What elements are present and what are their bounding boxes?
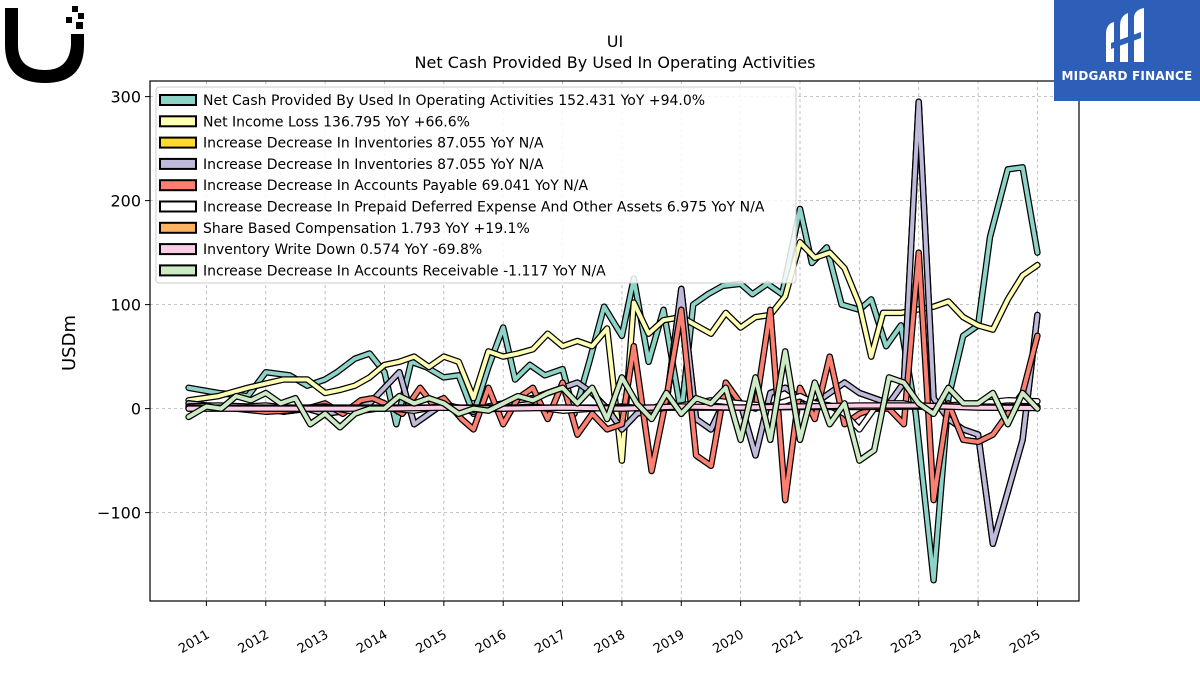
x-tick-label: 2023 [889, 627, 925, 657]
x-tick-label: 2025 [1007, 627, 1043, 657]
x-tick-label: 2020 [710, 627, 746, 657]
plot-frame [149, 80, 1080, 602]
series-line-8 [186, 349, 1040, 463]
legend-swatch-6 [159, 221, 197, 234]
legend-label-6: Share Based Compensation 1.793 YoY +19.1… [203, 221, 530, 237]
partner-name: MIDGARD FINANCE [1061, 69, 1193, 83]
legend-label-3: Increase Decrease In Inventories 87.055 … [203, 157, 544, 173]
legend-swatch-1 [159, 115, 197, 128]
legend-label-4: Increase Decrease In Accounts Payable 69… [203, 178, 588, 194]
legend-swatch-7 [159, 243, 197, 256]
x-tick-label: 2013 [295, 627, 331, 657]
y-axis-label: USDm [59, 315, 80, 371]
y-tick-label: 200 [110, 192, 141, 211]
x-tick-label: 2014 [354, 627, 390, 657]
x-tick-label: 2016 [473, 627, 509, 657]
legend-label-5: Increase Decrease In Prepaid Deferred Ex… [203, 200, 765, 216]
legend-swatch-0 [159, 94, 197, 106]
legend-items: Net Cash Provided By Used In Operating A… [159, 93, 765, 279]
legend-label-8: Increase Decrease In Accounts Receivable… [203, 263, 606, 279]
legend-swatch-5 [159, 200, 197, 213]
series-line-7 [186, 403, 1040, 411]
y-tick-label: 300 [110, 88, 141, 107]
y-tick-label: −100 [97, 504, 141, 523]
legend-swatch-3 [159, 157, 197, 170]
legend-swatch-4 [159, 179, 197, 192]
x-tick-label: 2011 [176, 627, 212, 657]
x-tick-label: 2024 [948, 627, 984, 657]
legend: Net Cash Provided By Used In Operating A… [155, 86, 797, 284]
y-tick-label: 100 [110, 296, 141, 315]
legend-swatch-8 [159, 264, 197, 277]
x-tick-label: 2022 [829, 627, 865, 657]
ubiquiti-u-logo-icon [5, 6, 84, 83]
series-line-1 [186, 240, 1040, 463]
x-tick-label: 2019 [651, 627, 687, 657]
chart-title: UI [607, 32, 623, 51]
legend-swatch-2 [159, 136, 197, 149]
midgard-logo-icon [1106, 8, 1144, 62]
legend-label-1: Net Income Loss 136.795 YoY +66.6% [203, 114, 470, 130]
y-tick-label: 0 [131, 400, 141, 419]
chart-subtitle: Net Cash Provided By Used In Operating A… [415, 53, 816, 72]
series-line-4 [186, 250, 1040, 503]
x-tick-label: 2017 [532, 627, 568, 657]
legend-label-2: Increase Decrease In Inventories 87.055 … [203, 136, 544, 152]
x-tick-label: 2012 [236, 627, 272, 657]
series-layer [185, 98, 1041, 584]
x-tick-label: 2021 [770, 627, 806, 657]
legend-label-0: Net Cash Provided By Used In Operating A… [203, 93, 705, 109]
legend-label-7: Inventory Write Down 0.574 YoY -69.8% [203, 242, 482, 258]
x-tick-label: 2018 [592, 627, 628, 657]
partner-logo: MIDGARD FINANCE [1054, 0, 1200, 101]
x-tick-label: 2015 [414, 627, 450, 657]
legend-box [155, 86, 797, 284]
